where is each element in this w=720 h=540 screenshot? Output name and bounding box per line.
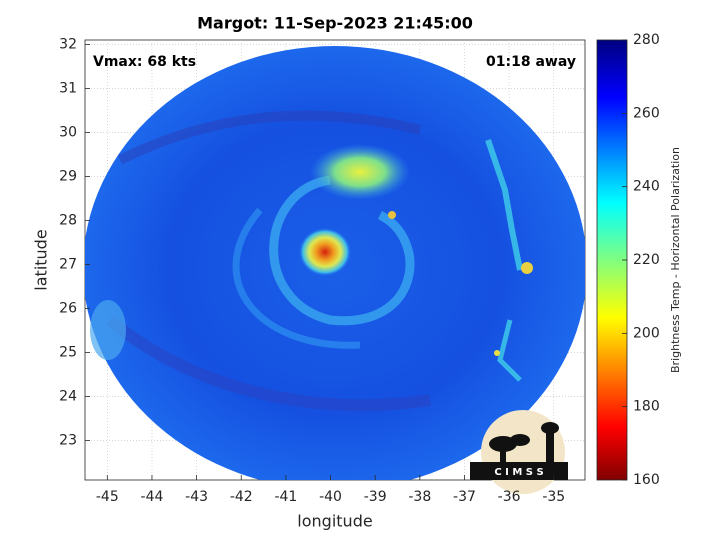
cimss-logo: C I M S S xyxy=(470,410,568,494)
y-tick-label: 29 xyxy=(59,168,77,184)
x-tick-label: -37 xyxy=(453,489,476,505)
y-tick-label: 24 xyxy=(59,388,77,404)
annotation: 01:18 away xyxy=(486,54,576,70)
logo-text: C I M S S xyxy=(494,467,543,478)
x-tick-label: -42 xyxy=(230,489,253,505)
colorbar-tick-label: 160 xyxy=(633,472,660,488)
y-tick-label: 30 xyxy=(59,124,77,140)
colorbar-tick-label: 220 xyxy=(633,252,660,268)
x-tick-label: -36 xyxy=(498,489,521,505)
y-tick-label: 32 xyxy=(59,36,77,52)
chart-title: Margot: 11-Sep-2023 21:45:00 xyxy=(197,14,473,33)
y-tick-label: 23 xyxy=(59,432,77,448)
y-tick-label: 31 xyxy=(59,80,77,96)
x-tick-label: -38 xyxy=(408,489,431,505)
x-tick-label: -41 xyxy=(274,489,297,505)
y-tick-label: 25 xyxy=(59,344,77,360)
satellite-swath xyxy=(85,46,585,480)
colorbar-tick-label: 280 xyxy=(633,32,660,48)
x-tick-label: -43 xyxy=(185,489,208,505)
annotation: Vmax: 68 kts xyxy=(93,54,196,70)
y-tick-label: 26 xyxy=(59,300,77,316)
x-tick-label: -35 xyxy=(542,489,565,505)
x-axis-label: longitude xyxy=(297,512,372,531)
x-tick-label: -44 xyxy=(141,489,164,505)
colorbar-tick-label: 180 xyxy=(633,399,660,415)
colorbar-tick-label: 200 xyxy=(633,325,660,341)
colorbar-label: Brightness Temp - Horizontal Polarizatio… xyxy=(669,147,682,373)
y-tick-label: 28 xyxy=(59,212,77,228)
colorbar-tick-label: 260 xyxy=(633,105,660,121)
y-axis-label: latitude xyxy=(32,229,51,290)
colorbar-tick-label: 240 xyxy=(633,179,660,195)
x-tick-label: -39 xyxy=(364,489,387,505)
y-tick-label: 27 xyxy=(59,256,77,272)
x-tick-label: -40 xyxy=(319,489,342,505)
x-tick-label: -45 xyxy=(96,489,119,505)
